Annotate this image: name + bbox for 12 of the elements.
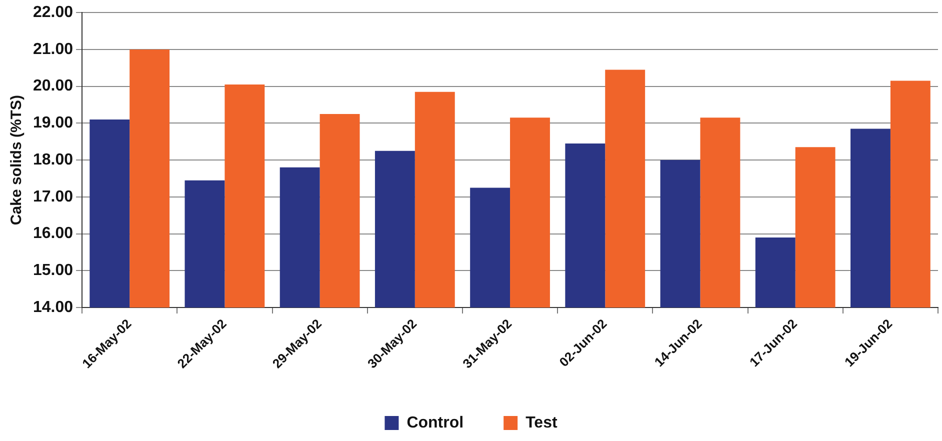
legend-label: Test: [526, 414, 558, 432]
y-tick-label: 14.00: [32, 298, 74, 316]
y-tick-label: 19.00: [32, 114, 74, 132]
y-tick-label: 16.00: [32, 225, 74, 242]
y-tick-label: 17.00: [32, 188, 74, 206]
y-tick-label: 21.00: [32, 40, 74, 58]
y-tick-label: 20.00: [32, 78, 74, 95]
legend-label: Control: [406, 414, 464, 432]
y-tick-label: 18.00: [32, 151, 74, 168]
y-tick-label: 22.00: [32, 4, 74, 22]
y-tick-label: 15.00: [32, 262, 74, 280]
y-axis-title: Cake solids (%TS): [8, 95, 26, 226]
